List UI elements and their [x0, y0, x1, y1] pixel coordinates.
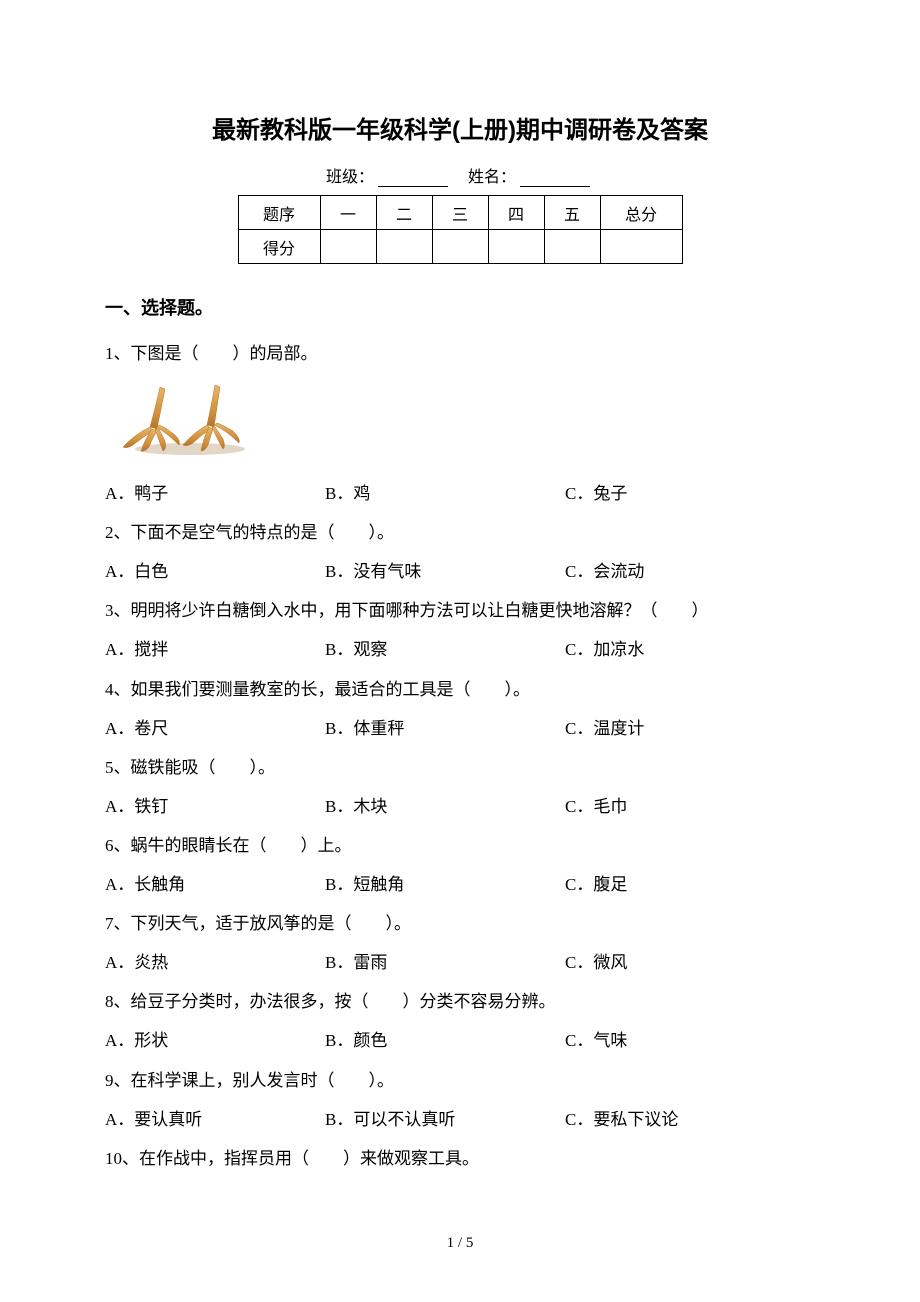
q2-opt-a: A．白色: [105, 552, 325, 591]
q9-stem: 9、在科学课上，别人发言时（ ）。: [105, 1061, 815, 1100]
q7-opt-b: B．雷雨: [325, 943, 565, 982]
q3-opt-b: B．观察: [325, 630, 565, 669]
q1-stem-pre: 1、下图是（: [105, 344, 199, 363]
q5-options: A．铁钉 B．木块 C．毛巾: [105, 787, 815, 826]
q2-options: A．白色 B．没有气味 C．会流动: [105, 552, 815, 591]
class-blank: [378, 186, 448, 187]
page-title: 最新教科版一年级科学(上册)期中调研卷及答案: [105, 110, 815, 145]
name-label: 姓名：: [468, 169, 516, 186]
q6-stem: 6、蜗牛的眼睛长在（ ）上。: [105, 826, 815, 865]
q8-options: A．形状 B．颜色 C．气味: [105, 1021, 815, 1060]
q1-options: A．鸭子 B．鸡 C．兔子: [105, 474, 815, 513]
q4-options: A．卷尺 B．体重秤 C．温度计: [105, 709, 815, 748]
q8-stem: 8、给豆子分类时，办法很多，按（ ）分类不容易分辨。: [105, 982, 815, 1021]
q8-opt-a: A．形状: [105, 1021, 325, 1060]
section-1-heading: 一、选择题。: [105, 294, 815, 320]
q5-opt-a: A．铁钉: [105, 787, 325, 826]
table-row: 题序 一 二 三 四 五 总分: [238, 196, 682, 230]
q1-stem-post: ）的局部。: [233, 344, 318, 363]
score-table: 题序 一 二 三 四 五 总分 得分: [238, 195, 683, 264]
q1-opt-a: A．鸭子: [105, 474, 325, 513]
score-cell: [376, 230, 432, 264]
q9-options: A．要认真听 B．可以不认真听 C．要私下议论: [105, 1100, 815, 1139]
score-cell: [600, 230, 682, 264]
q9-opt-a: A．要认真听: [105, 1100, 325, 1139]
q2-stem: 2、下面不是空气的特点的是（ ）。: [105, 513, 815, 552]
table-row: 得分: [238, 230, 682, 264]
q7-opt-c: C．微风: [565, 943, 815, 982]
q3-opt-c: C．加凉水: [565, 630, 815, 669]
q1-stem: 1、下图是（ ）的局部。: [105, 334, 815, 373]
th-3: 三: [432, 196, 488, 230]
q1-opt-b: B．鸡: [325, 474, 565, 513]
q4-opt-b: B．体重秤: [325, 709, 565, 748]
q7-stem: 7、下列天气，适于放风筝的是（ ）。: [105, 904, 815, 943]
q9-opt-b: B．可以不认真听: [325, 1100, 565, 1139]
score-label: 得分: [238, 230, 320, 264]
class-name-row: 班级： 姓名：: [105, 163, 815, 187]
score-cell: [488, 230, 544, 264]
q8-opt-b: B．颜色: [325, 1021, 565, 1060]
score-cell: [544, 230, 600, 264]
q6-opt-a: A．长触角: [105, 865, 325, 904]
q4-stem: 4、如果我们要测量教室的长，最适合的工具是（ ）。: [105, 670, 815, 709]
name-blank: [520, 186, 590, 187]
q6-opt-b: B．短触角: [325, 865, 565, 904]
q4-opt-c: C．温度计: [565, 709, 815, 748]
page-number: 1 / 5: [0, 1235, 920, 1252]
class-label: 班级：: [326, 169, 374, 186]
q4-opt-a: A．卷尺: [105, 709, 325, 748]
q3-stem: 3、明明将少许白糖倒入水中，用下面哪种方法可以让白糖更快地溶解？（ ）: [105, 591, 815, 630]
q3-options: A．搅拌 B．观察 C．加凉水: [105, 630, 815, 669]
q6-opt-c: C．腹足: [565, 865, 815, 904]
th-5: 五: [544, 196, 600, 230]
q3-opt-a: A．搅拌: [105, 630, 325, 669]
th-4: 四: [488, 196, 544, 230]
q2-opt-c: C．会流动: [565, 552, 815, 591]
chicken-feet-icon: [105, 379, 275, 459]
q1-opt-c: C．兔子: [565, 474, 815, 513]
q1-image: [105, 379, 815, 464]
q5-opt-b: B．木块: [325, 787, 565, 826]
q9-opt-c: C．要私下议论: [565, 1100, 815, 1139]
th-1: 一: [320, 196, 376, 230]
q2-opt-b: B．没有气味: [325, 552, 565, 591]
th-label: 题序: [238, 196, 320, 230]
q6-options: A．长触角 B．短触角 C．腹足: [105, 865, 815, 904]
q5-stem: 5、磁铁能吸（ ）。: [105, 748, 815, 787]
q10-stem: 10、在作战中，指挥员用（ ）来做观察工具。: [105, 1139, 815, 1178]
score-cell: [320, 230, 376, 264]
q7-options: A．炎热 B．雷雨 C．微风: [105, 943, 815, 982]
score-cell: [432, 230, 488, 264]
th-total: 总分: [600, 196, 682, 230]
th-2: 二: [376, 196, 432, 230]
q5-opt-c: C．毛巾: [565, 787, 815, 826]
q7-opt-a: A．炎热: [105, 943, 325, 982]
q8-opt-c: C．气味: [565, 1021, 815, 1060]
